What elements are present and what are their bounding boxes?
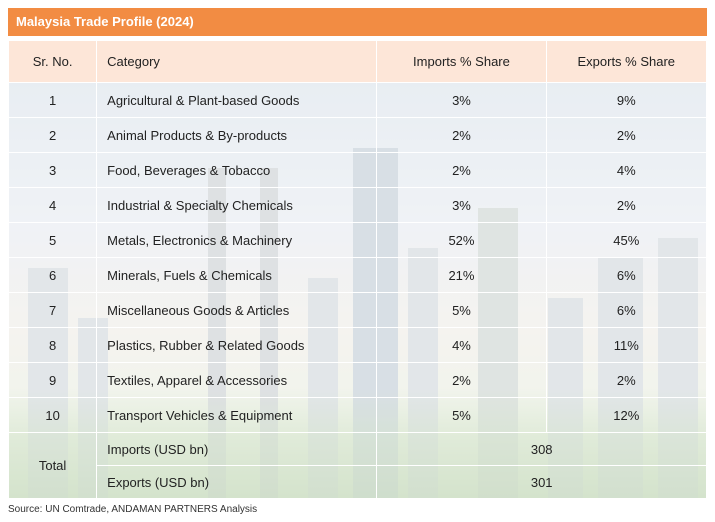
row-category: Transport Vehicles & Equipment (96, 397, 378, 433)
row-category: Plastics, Rubber & Related Goods (96, 327, 378, 363)
total-imports-row: Total Imports (USD bn) 308 (8, 432, 707, 498)
total-imports-label: Imports (USD bn) (96, 432, 378, 466)
trade-table: Sr. No. Category Imports % Share Exports… (8, 40, 707, 498)
row-category: Miscellaneous Goods & Articles (96, 292, 378, 328)
row-imports: 3% (376, 187, 547, 223)
row-category: Metals, Electronics & Machinery (96, 222, 378, 258)
row-imports: 5% (376, 292, 547, 328)
total-label: Total (8, 432, 98, 498)
row-sr: 7 (8, 292, 98, 328)
total-exports-row: Exports (USD bn) 301 (9, 465, 707, 498)
row-exports: 12% (545, 397, 707, 433)
row-exports: 2% (545, 187, 707, 223)
table-row: 5 Metals, Electronics & Machinery 52% 45… (8, 222, 707, 258)
row-sr: 2 (8, 117, 98, 153)
row-exports: 9% (545, 82, 707, 118)
row-imports: 4% (376, 327, 547, 363)
header-category: Category (96, 40, 378, 83)
table-row: 1 Agricultural & Plant-based Goods 3% 9% (8, 82, 707, 118)
table-row: 7 Miscellaneous Goods & Articles 5% 6% (8, 292, 707, 328)
row-imports: 2% (376, 362, 547, 398)
row-sr: 5 (8, 222, 98, 258)
table-row: 8 Plastics, Rubber & Related Goods 4% 11… (8, 327, 707, 363)
total-exports-label: Exports (USD bn) (96, 465, 378, 498)
row-imports: 2% (376, 117, 547, 153)
row-imports: 5% (376, 397, 547, 433)
row-category: Food, Beverages & Tobacco (96, 152, 378, 188)
table-row: 10 Transport Vehicles & Equipment 5% 12% (8, 397, 707, 433)
total-exports-value: 301 (376, 465, 707, 498)
row-sr: 4 (8, 187, 98, 223)
row-imports: 52% (376, 222, 547, 258)
row-exports: 4% (545, 152, 707, 188)
row-sr: 10 (8, 397, 98, 433)
trade-table-container: Sr. No. Category Imports % Share Exports… (8, 40, 707, 498)
total-imports-value: 308 (376, 432, 707, 466)
row-exports: 11% (545, 327, 707, 363)
table-row: 6 Minerals, Fuels & Chemicals 21% 6% (8, 257, 707, 293)
row-sr: 9 (8, 362, 98, 398)
row-exports: 6% (545, 292, 707, 328)
row-category: Animal Products & By-products (96, 117, 378, 153)
row-imports: 3% (376, 82, 547, 118)
row-sr: 8 (8, 327, 98, 363)
table-row: 2 Animal Products & By-products 2% 2% (8, 117, 707, 153)
row-exports: 6% (545, 257, 707, 293)
source-note: Source: UN Comtrade, ANDAMAN PARTNERS An… (8, 504, 258, 515)
header-imports: Imports % Share (376, 40, 547, 83)
row-imports: 2% (376, 152, 547, 188)
row-category: Agricultural & Plant-based Goods (96, 82, 378, 118)
row-category: Textiles, Apparel & Accessories (96, 362, 378, 398)
header-sr-no: Sr. No. (8, 40, 98, 83)
table-row: 3 Food, Beverages & Tobacco 2% 4% (8, 152, 707, 188)
table-row: 4 Industrial & Specialty Chemicals 3% 2% (8, 187, 707, 223)
row-sr: 3 (8, 152, 98, 188)
row-exports: 45% (545, 222, 707, 258)
row-sr: 1 (8, 82, 98, 118)
row-exports: 2% (545, 117, 707, 153)
table-row: 9 Textiles, Apparel & Accessories 2% 2% (8, 362, 707, 398)
row-category: Industrial & Specialty Chemicals (96, 187, 378, 223)
row-sr: 6 (8, 257, 98, 293)
header-exports: Exports % Share (545, 40, 707, 83)
row-category: Minerals, Fuels & Chemicals (96, 257, 378, 293)
table-title: Malaysia Trade Profile (2024) (8, 8, 707, 36)
row-exports: 2% (545, 362, 707, 398)
row-imports: 21% (376, 257, 547, 293)
table-header-row: Sr. No. Category Imports % Share Exports… (8, 40, 707, 83)
